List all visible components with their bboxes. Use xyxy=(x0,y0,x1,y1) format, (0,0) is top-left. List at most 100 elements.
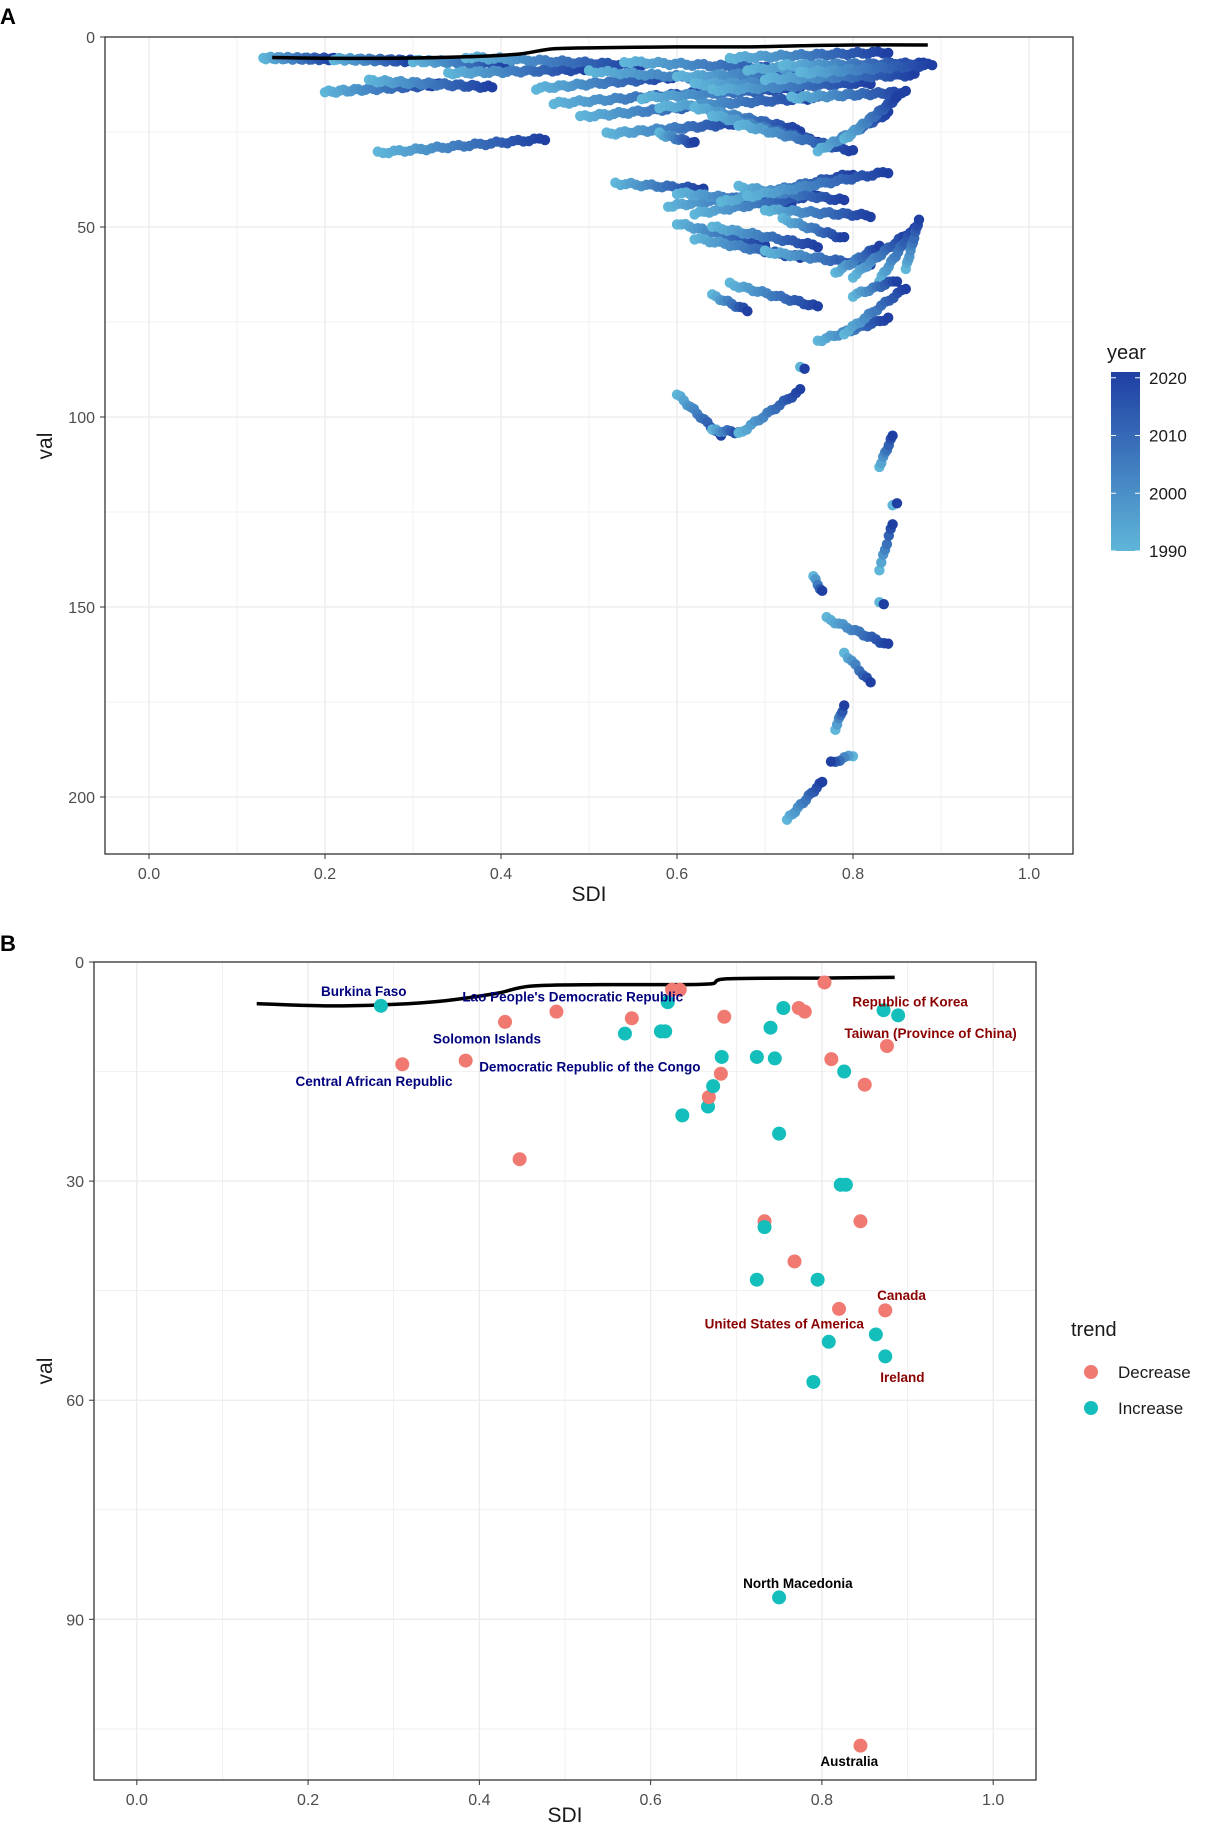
gridlines-a xyxy=(105,36,1073,854)
x-tick-label: 0.6 xyxy=(666,866,688,883)
point-increase xyxy=(878,1349,893,1364)
year-point xyxy=(891,498,903,509)
y-tick-label: 30 xyxy=(66,1174,84,1191)
point-decrease xyxy=(787,1254,802,1269)
point-decrease xyxy=(832,1301,847,1316)
y-axis-title-a: val xyxy=(34,433,57,460)
x-tick-label: 0.0 xyxy=(138,866,160,883)
chart-panel-a: 0.0 0.2 0.4 0.6 0.8 1.0 0 50 100 150 200 SDI val y… xyxy=(34,30,1187,906)
year-point xyxy=(883,312,894,323)
point-decrease xyxy=(498,1014,513,1029)
point-decrease xyxy=(879,1038,894,1053)
colorbar-label: 2000 xyxy=(1149,484,1187,503)
point-increase xyxy=(757,1220,772,1235)
year-point xyxy=(689,136,700,148)
year-point xyxy=(839,194,850,206)
point-decrease xyxy=(549,1004,564,1019)
legend-label-decrease: Decrease xyxy=(1118,1363,1191,1382)
year-point xyxy=(883,638,894,649)
point-increase xyxy=(772,1590,787,1605)
legend-year: year 2020 2010 2000 1990 xyxy=(1107,342,1187,561)
y-tick-label: 150 xyxy=(68,600,95,617)
point-decrease xyxy=(672,982,687,997)
year-point xyxy=(812,301,823,312)
point-increase xyxy=(617,1026,632,1041)
year-point xyxy=(883,47,894,59)
point-increase xyxy=(373,998,388,1013)
x-axis-title-b: SDI xyxy=(547,1804,582,1826)
point-increase xyxy=(772,1126,787,1141)
legend-trend: trend Decrease Increase xyxy=(1071,1319,1191,1418)
point-decrease xyxy=(458,1053,473,1068)
country-label: Central African Republic xyxy=(296,1074,454,1089)
year-point xyxy=(799,363,810,375)
x-tick-label: 0.4 xyxy=(468,1792,490,1809)
point-increase xyxy=(806,1374,821,1389)
country-label: North Macedonia xyxy=(743,1576,853,1591)
point-decrease xyxy=(853,1738,868,1753)
country-label: Republic of Korea xyxy=(852,994,968,1009)
year-point xyxy=(900,85,911,97)
legend-title-trend: trend xyxy=(1071,1319,1117,1341)
year-point xyxy=(887,519,898,530)
country-label: Ireland xyxy=(880,1370,924,1385)
year-point xyxy=(900,283,911,295)
year-point xyxy=(817,585,828,597)
year-point xyxy=(487,82,498,93)
year-point xyxy=(874,565,885,576)
x-tick-label: 0.6 xyxy=(640,1792,662,1809)
year-point xyxy=(865,211,876,223)
y-tick-label: 100 xyxy=(68,410,95,427)
x-tick-label: 1.0 xyxy=(1018,866,1040,883)
point-decrease xyxy=(824,1052,839,1067)
y-tick-label: 200 xyxy=(68,790,95,807)
year-point xyxy=(883,167,894,179)
y-axis-title-b: val xyxy=(34,1358,57,1385)
year-point xyxy=(927,59,938,71)
x-tick-label: 0.2 xyxy=(297,1792,319,1809)
year-point xyxy=(539,134,551,146)
country-label: Canada xyxy=(877,1288,926,1303)
point-increase xyxy=(660,995,675,1010)
x-tick-label: 0.8 xyxy=(842,866,864,883)
point-increase xyxy=(714,1049,729,1064)
point-decrease xyxy=(797,1004,812,1019)
point-decrease xyxy=(817,975,832,990)
point-increase xyxy=(837,1064,852,1079)
point-increase xyxy=(763,1020,778,1035)
point-decrease xyxy=(717,1009,732,1024)
data-points-b xyxy=(373,975,906,1753)
y-tick-label: 60 xyxy=(66,1393,84,1410)
country-label: Lao People's Democratic Republic xyxy=(462,989,683,1004)
point-decrease xyxy=(853,1214,868,1229)
y-tick-label: 50 xyxy=(77,220,95,237)
point-decrease xyxy=(512,1152,527,1167)
point-decrease xyxy=(624,1011,639,1026)
gridlines-b xyxy=(94,961,1036,1780)
point-increase xyxy=(675,1108,690,1123)
point-decrease xyxy=(395,1057,410,1072)
country-label: Taiwan (Province of China) xyxy=(845,1026,1017,1041)
point-increase xyxy=(876,1003,891,1018)
country-label: Solomon Islands xyxy=(433,1032,541,1047)
year-point xyxy=(865,677,876,688)
x-tick-label: 0.4 xyxy=(490,866,512,883)
point-decrease xyxy=(713,1066,728,1081)
data-points-a xyxy=(258,46,938,825)
y-tick-label: 90 xyxy=(66,1612,84,1629)
country-label: Burkina Faso xyxy=(321,984,407,999)
point-increase xyxy=(810,1272,825,1287)
chart-panel-b: Burkina Faso Lao People's Democratic Repu… xyxy=(34,955,1191,1826)
year-colorbar-ticks: 2020 2010 2000 1990 xyxy=(1111,369,1187,561)
point-increase xyxy=(767,1051,782,1066)
year-point xyxy=(742,306,753,317)
legend-key-decrease xyxy=(1084,1365,1098,1379)
year-point xyxy=(887,430,898,441)
country-label: Democratic Republic of the Congo xyxy=(479,1059,700,1074)
year-point xyxy=(839,231,850,243)
legend-title-year: year xyxy=(1107,342,1146,364)
year-point xyxy=(881,538,893,550)
year-point xyxy=(812,242,823,253)
year-point xyxy=(817,776,828,788)
